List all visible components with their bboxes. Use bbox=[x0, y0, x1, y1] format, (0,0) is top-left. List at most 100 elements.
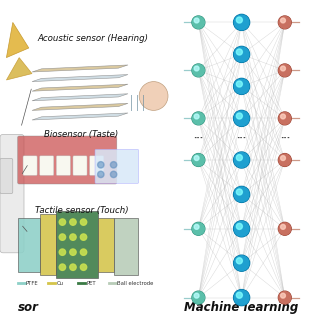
Circle shape bbox=[194, 293, 199, 298]
Circle shape bbox=[192, 16, 205, 29]
Circle shape bbox=[80, 249, 87, 255]
Circle shape bbox=[192, 222, 205, 235]
Circle shape bbox=[279, 292, 291, 303]
Circle shape bbox=[234, 152, 250, 168]
Circle shape bbox=[192, 291, 205, 304]
Circle shape bbox=[98, 171, 104, 178]
Circle shape bbox=[281, 293, 285, 298]
Polygon shape bbox=[32, 84, 128, 91]
Circle shape bbox=[193, 17, 204, 28]
Polygon shape bbox=[32, 103, 128, 110]
Circle shape bbox=[194, 114, 199, 119]
Text: Biosensor (Taste): Biosensor (Taste) bbox=[44, 130, 119, 139]
Circle shape bbox=[281, 156, 285, 161]
Circle shape bbox=[80, 234, 87, 240]
Circle shape bbox=[236, 155, 243, 161]
Circle shape bbox=[70, 219, 76, 225]
Circle shape bbox=[234, 79, 249, 94]
Circle shape bbox=[278, 154, 291, 166]
Circle shape bbox=[234, 47, 249, 62]
Circle shape bbox=[59, 264, 66, 270]
FancyBboxPatch shape bbox=[40, 214, 56, 275]
FancyBboxPatch shape bbox=[95, 149, 139, 183]
FancyBboxPatch shape bbox=[56, 211, 98, 278]
Circle shape bbox=[80, 219, 87, 225]
Circle shape bbox=[110, 162, 117, 168]
Circle shape bbox=[234, 221, 249, 236]
FancyBboxPatch shape bbox=[40, 156, 54, 175]
Circle shape bbox=[110, 171, 117, 178]
Circle shape bbox=[234, 255, 250, 271]
Circle shape bbox=[234, 111, 249, 126]
Circle shape bbox=[278, 291, 291, 304]
Circle shape bbox=[281, 66, 285, 71]
Circle shape bbox=[70, 249, 76, 255]
FancyBboxPatch shape bbox=[56, 156, 70, 175]
Text: ···: ··· bbox=[280, 135, 290, 144]
FancyBboxPatch shape bbox=[0, 158, 13, 194]
Circle shape bbox=[279, 223, 291, 235]
FancyBboxPatch shape bbox=[90, 156, 104, 175]
Circle shape bbox=[279, 65, 291, 76]
Circle shape bbox=[234, 290, 250, 306]
Circle shape bbox=[281, 224, 285, 229]
Circle shape bbox=[192, 112, 205, 125]
Circle shape bbox=[193, 154, 204, 166]
FancyBboxPatch shape bbox=[18, 218, 40, 272]
Circle shape bbox=[234, 78, 250, 94]
Circle shape bbox=[193, 292, 204, 303]
Circle shape bbox=[279, 154, 291, 166]
Text: ···: ··· bbox=[193, 135, 204, 144]
Text: Acoustic sensor (Hearing): Acoustic sensor (Hearing) bbox=[37, 34, 148, 43]
Circle shape bbox=[234, 187, 249, 202]
Circle shape bbox=[236, 258, 243, 264]
Circle shape bbox=[193, 65, 204, 76]
Circle shape bbox=[192, 154, 205, 166]
Circle shape bbox=[70, 264, 76, 270]
Circle shape bbox=[98, 162, 104, 168]
Circle shape bbox=[278, 112, 291, 125]
Circle shape bbox=[236, 81, 243, 87]
Circle shape bbox=[192, 64, 205, 77]
Circle shape bbox=[278, 64, 291, 77]
FancyBboxPatch shape bbox=[73, 156, 87, 175]
Circle shape bbox=[236, 113, 243, 119]
Circle shape bbox=[80, 264, 87, 270]
Polygon shape bbox=[32, 113, 128, 120]
Circle shape bbox=[194, 156, 199, 161]
Circle shape bbox=[59, 219, 66, 225]
Circle shape bbox=[278, 222, 291, 235]
Polygon shape bbox=[32, 94, 128, 101]
Circle shape bbox=[234, 46, 250, 62]
Circle shape bbox=[236, 17, 243, 23]
Circle shape bbox=[59, 249, 66, 255]
Circle shape bbox=[236, 49, 243, 55]
Circle shape bbox=[234, 15, 249, 30]
Text: sor: sor bbox=[18, 300, 38, 314]
FancyBboxPatch shape bbox=[18, 136, 117, 184]
Circle shape bbox=[193, 113, 204, 124]
Polygon shape bbox=[6, 58, 32, 80]
Circle shape bbox=[194, 224, 199, 229]
Text: Tactile sensor (Touch): Tactile sensor (Touch) bbox=[35, 206, 128, 215]
Circle shape bbox=[139, 82, 168, 110]
Text: PTFE: PTFE bbox=[26, 281, 38, 286]
Circle shape bbox=[194, 18, 199, 23]
Circle shape bbox=[281, 18, 285, 23]
Circle shape bbox=[193, 223, 204, 235]
Circle shape bbox=[281, 114, 285, 119]
Circle shape bbox=[59, 234, 66, 240]
Text: PET: PET bbox=[87, 281, 96, 286]
Circle shape bbox=[234, 186, 250, 203]
Text: ···: ··· bbox=[236, 135, 247, 144]
Polygon shape bbox=[6, 22, 29, 58]
Circle shape bbox=[70, 234, 76, 240]
FancyBboxPatch shape bbox=[0, 134, 24, 253]
Circle shape bbox=[279, 113, 291, 124]
FancyBboxPatch shape bbox=[23, 156, 37, 175]
Polygon shape bbox=[32, 65, 128, 72]
Circle shape bbox=[234, 14, 250, 30]
Circle shape bbox=[234, 290, 249, 305]
Circle shape bbox=[234, 256, 249, 271]
Circle shape bbox=[194, 66, 199, 71]
